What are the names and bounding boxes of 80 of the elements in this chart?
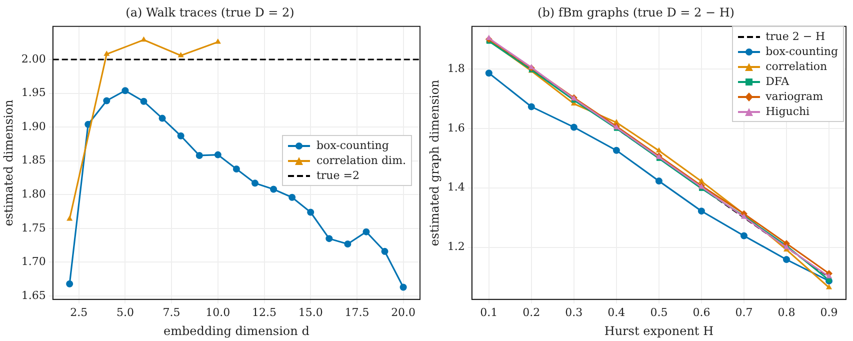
y-tick-label: 1.80 <box>21 188 46 201</box>
point <box>214 38 221 44</box>
point <box>270 186 278 193</box>
point <box>698 208 705 215</box>
y-tick-label: 2.00 <box>21 52 46 66</box>
y-tick-label: 1.75 <box>21 221 46 234</box>
point <box>307 208 314 216</box>
x-tick-label: 0.4 <box>608 306 626 319</box>
point <box>782 256 790 264</box>
y-tick-label: 1.4 <box>447 180 465 194</box>
y-tick-label: 1.90 <box>21 120 46 133</box>
point <box>177 132 184 140</box>
point <box>485 70 492 77</box>
x-tick-label: 0.2 <box>522 306 540 319</box>
point <box>140 36 147 42</box>
x-tick-label: 0.9 <box>820 306 838 319</box>
point <box>528 64 534 70</box>
x-tick-label: 20.0 <box>391 306 416 319</box>
x-tick-label: 0.5 <box>650 306 668 319</box>
point <box>826 273 832 278</box>
point <box>528 103 535 110</box>
legend-label: correlation dim. <box>316 153 406 168</box>
point <box>104 50 110 56</box>
point <box>656 147 662 152</box>
x-tick-label: 0.8 <box>778 306 796 319</box>
y-tick-label: 1.70 <box>21 255 46 268</box>
x-tick-label: 0.1 <box>480 306 498 319</box>
point <box>698 178 704 184</box>
point <box>66 280 74 288</box>
x-tick-label: 0.6 <box>692 306 710 319</box>
point <box>140 98 148 105</box>
x-tick-label: 10.0 <box>206 306 230 319</box>
point <box>232 165 240 172</box>
y-tick-label: 1.6 <box>447 121 465 134</box>
point <box>570 124 578 131</box>
legend-label: correlation <box>766 59 828 74</box>
point <box>122 87 129 94</box>
y-tick-label: 1.85 <box>21 154 46 167</box>
x-tick-label: 15.0 <box>298 306 323 319</box>
point <box>655 178 662 185</box>
point <box>486 34 492 40</box>
x-axis-title: Hurst exponent H <box>604 324 714 338</box>
point <box>826 284 832 290</box>
x-tick-label: 2.5 <box>70 306 88 319</box>
point <box>288 194 296 201</box>
x-tick-label: 0.7 <box>735 306 753 319</box>
legend-label: DFA <box>766 74 790 89</box>
legend-label: true 2 − H <box>766 29 826 44</box>
x-tick-label: 5.0 <box>116 306 134 319</box>
point <box>381 248 388 255</box>
point <box>612 146 620 154</box>
y-tick-label: 1.65 <box>21 288 46 302</box>
y-axis-title: estimated graph dimension <box>427 79 442 246</box>
legend-label: box-counting <box>766 44 838 59</box>
x-tick-label: 0.3 <box>565 306 583 319</box>
point <box>158 114 166 122</box>
y-tick-label: 1.2 <box>447 240 465 254</box>
point <box>740 232 748 240</box>
x-tick-label: 12.5 <box>252 306 277 319</box>
point <box>362 228 370 236</box>
legend-label: true =2 <box>316 168 360 183</box>
x-axis-title: embedding dimension d <box>164 324 310 338</box>
chart-title: (b) fBm graphs (true D = 2 − H) <box>538 5 734 20</box>
x-tick-label: 17.5 <box>344 306 370 319</box>
point <box>326 235 333 242</box>
point <box>214 151 222 158</box>
x-tick-label: 7.5 <box>162 306 180 319</box>
legend-label: Higuchi <box>766 104 810 119</box>
legend-label: variogram <box>766 89 824 104</box>
point <box>400 284 407 291</box>
y-axis-title: estimated dimension <box>1 99 16 226</box>
y-tick-label: 1.95 <box>21 86 46 100</box>
point <box>344 240 352 248</box>
point <box>178 52 184 58</box>
point <box>103 97 110 104</box>
y-tick-label: 1.8 <box>447 62 465 75</box>
legend-label: box-counting <box>316 138 389 153</box>
point <box>196 152 203 159</box>
chart-title: (a) Walk traces (true D = 2) <box>126 5 294 20</box>
point <box>251 180 258 187</box>
